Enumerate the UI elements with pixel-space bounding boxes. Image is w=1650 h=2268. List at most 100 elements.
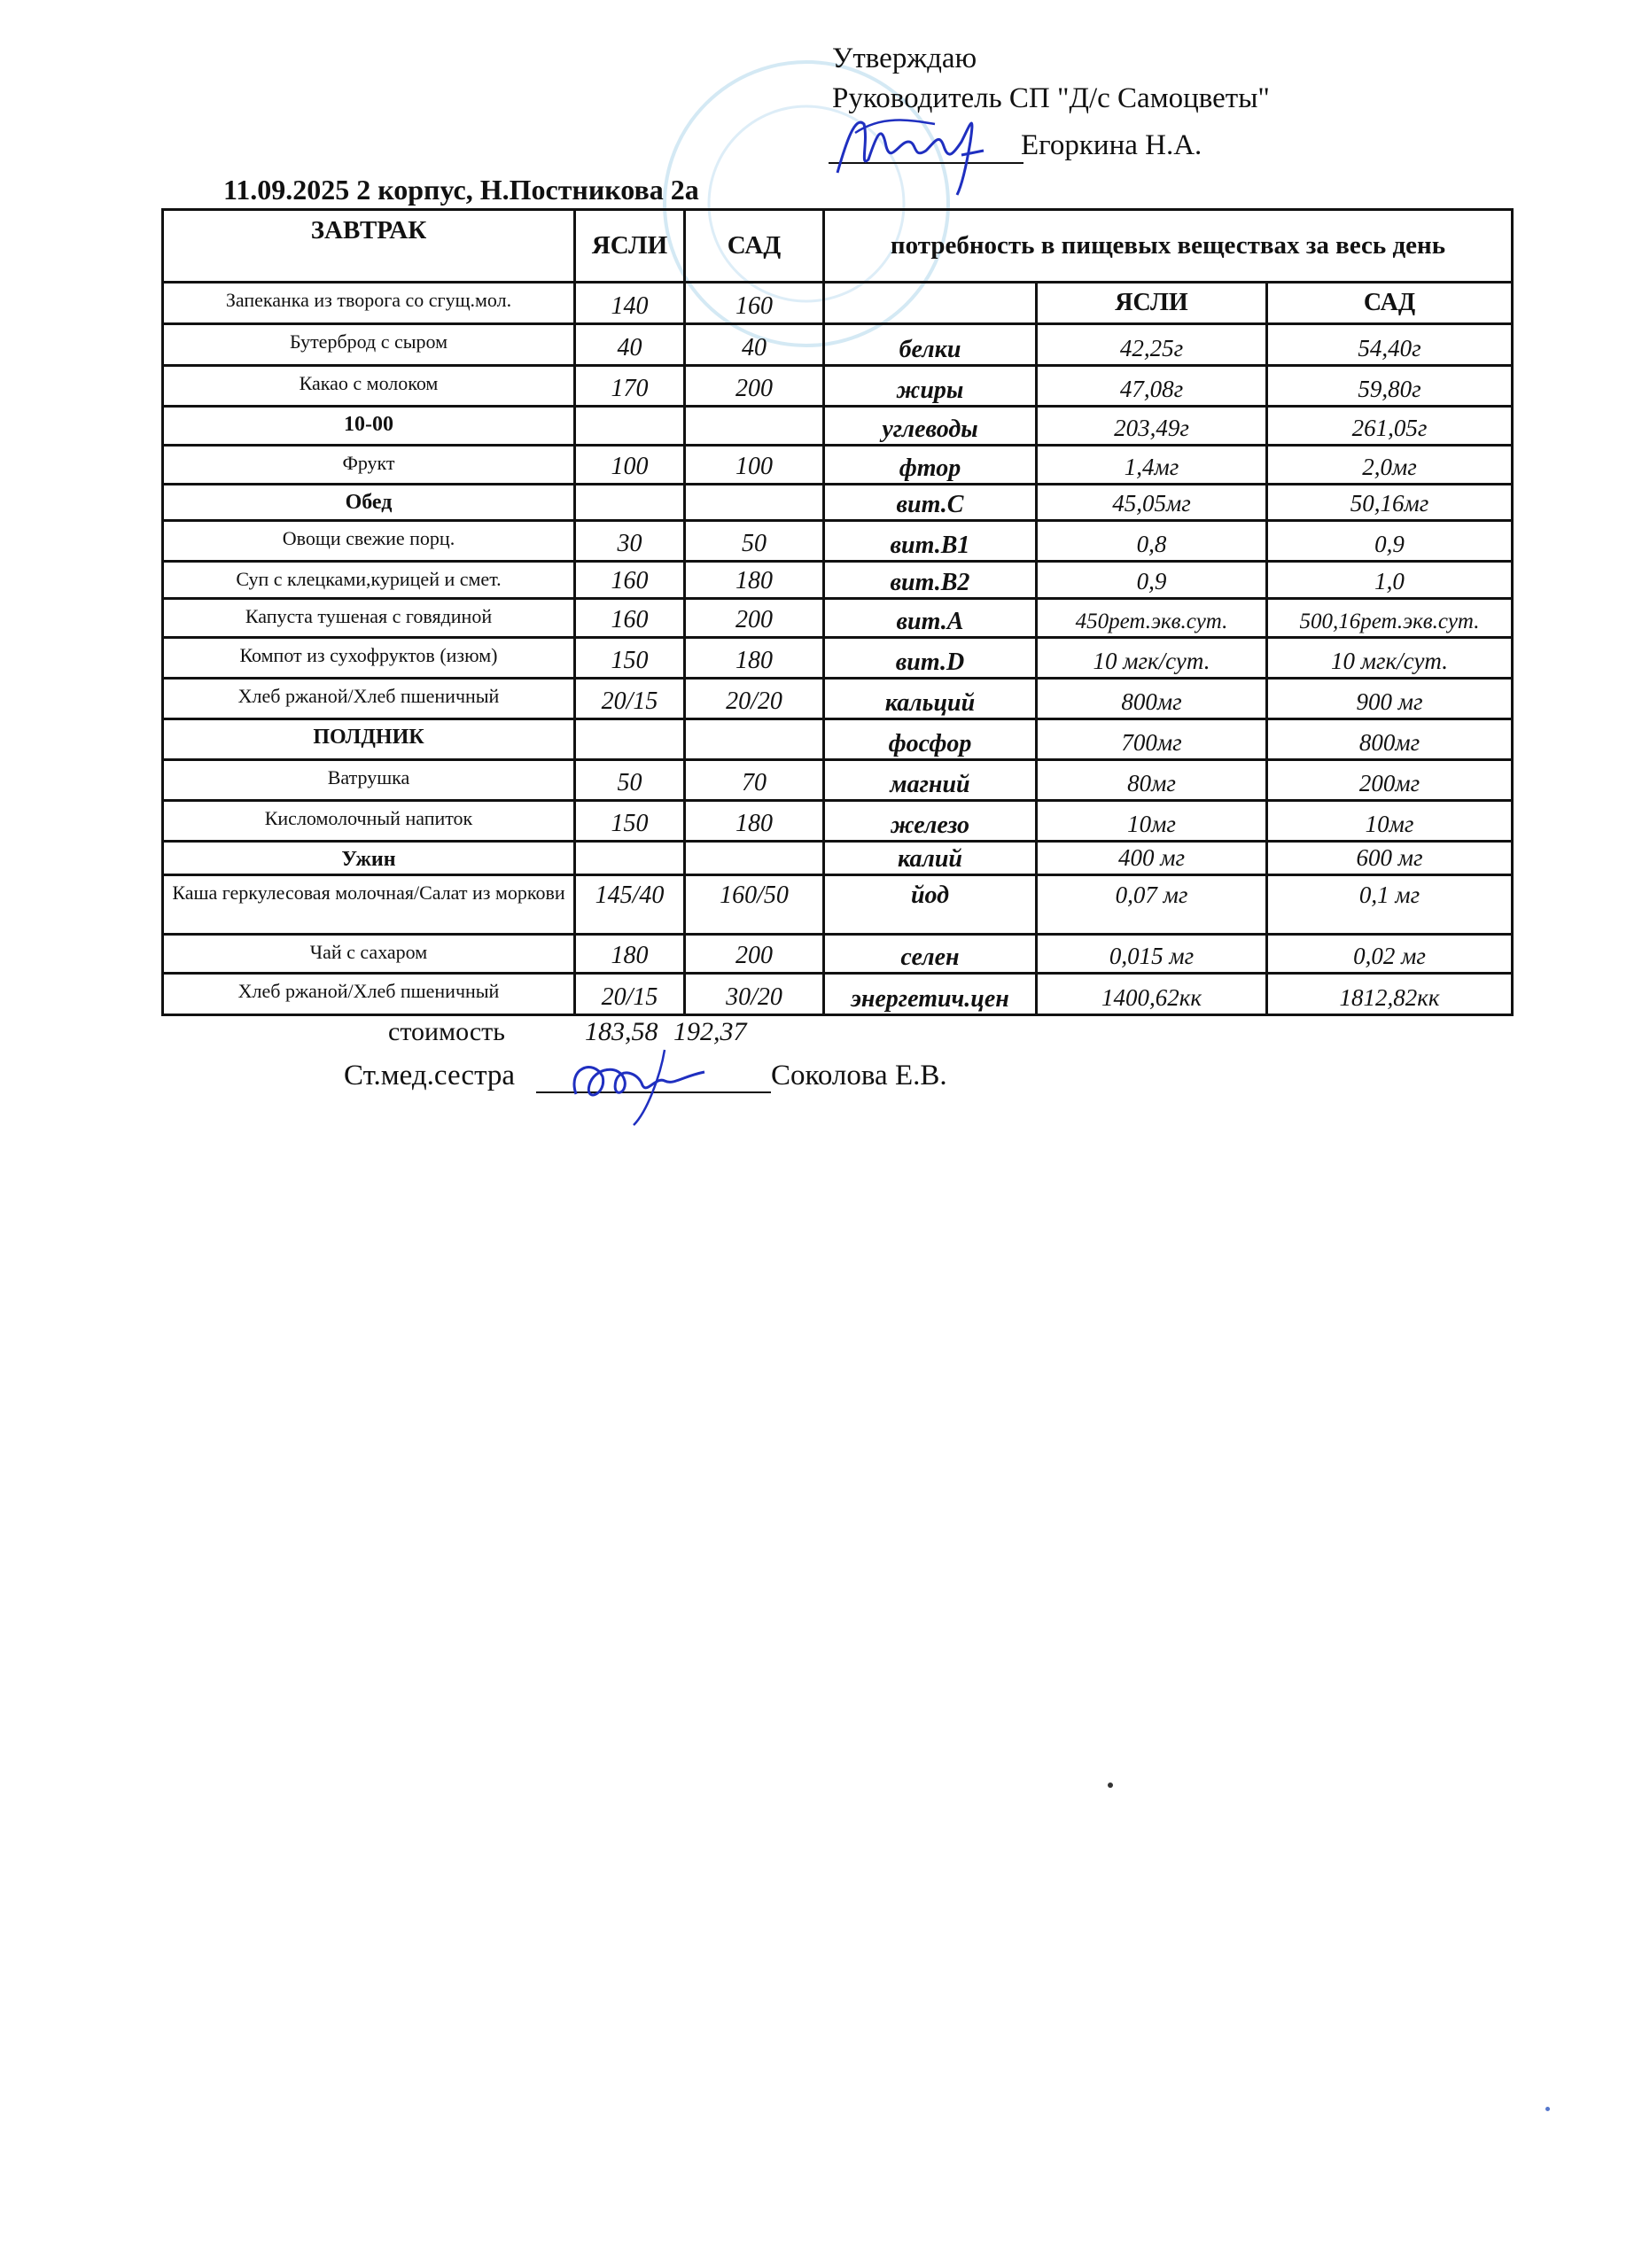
portion-sad: 180 [683, 636, 825, 680]
nutrient-name: белки [822, 322, 1038, 367]
scan-speck [1108, 1783, 1113, 1788]
dish-name: Капуста тушеная с говядиной [161, 597, 576, 639]
nutrient-sad: 900 мг [1265, 677, 1514, 720]
dish-name: Кисломолочный напиток [161, 799, 576, 843]
nurse-name: Соколова Е.В. [771, 1060, 947, 1091]
nutrient-name: калий [822, 840, 1038, 876]
portion-sad: 180 [683, 799, 825, 843]
nutrient-name: углеводы [822, 405, 1038, 447]
portion-yasli: 150 [573, 799, 686, 843]
portion-yasli: 50 [573, 758, 686, 802]
nutrient-yasli: 45,05мг [1035, 483, 1268, 522]
section-row: ПОЛДНИК фосфор 700мг 800мг [161, 718, 1514, 761]
portion-sad: 200 [683, 597, 825, 639]
nutrient-yasli: 450рет.экв.сут. [1035, 597, 1268, 639]
head-name: Егоркина Н.А. [1021, 129, 1202, 161]
dish-name: Каша геркулесовая молочная/Салат из морк… [161, 874, 576, 936]
portion-yasli [573, 405, 686, 447]
dish-name: Запеканка из творога со сгущ.мол. [161, 281, 576, 325]
portion-yasli: 180 [573, 933, 686, 975]
portion-sad: 70 [683, 758, 825, 802]
portion-yasli: 170 [573, 364, 686, 408]
table-row: Ватрушка 50 70 магний 80мг 200мг [161, 758, 1514, 802]
portion-yasli: 40 [573, 322, 686, 367]
dish-name: Бутерброд с сыром [161, 322, 576, 367]
portion-yasli: 20/15 [573, 972, 686, 1016]
section-row: Ужин калий 400 мг 600 мг [161, 840, 1514, 876]
signature-line [829, 162, 1023, 164]
approval-label: Утверждаю [832, 43, 977, 74]
dish-name: Чай с сахаром [161, 933, 576, 975]
nutrient-yasli: 1,4мг [1035, 444, 1268, 485]
nutrient-sad: 0,9 [1265, 519, 1514, 563]
table-row: Хлеб ржаной/Хлеб пшеничный 20/15 20/20 каль… [161, 677, 1514, 720]
portion-sad [683, 483, 825, 522]
dish-name: Компот из сухофруктов (изюм) [161, 636, 576, 680]
section-label: 10-00 [161, 405, 576, 447]
nutrient-yasli: 80мг [1035, 758, 1268, 802]
nutrient-yasli: 400 мг [1035, 840, 1268, 876]
nutrient-sad: 10мг [1265, 799, 1514, 843]
table-row: Суп с клецками,курицей и смет. 160 180 вит.… [161, 560, 1514, 600]
section-row: Обед вит.С 45,05мг 50,16мг [161, 483, 1514, 522]
dish-name: Хлеб ржаной/Хлеб пшеничный [161, 972, 576, 1016]
table-row: Компот из сухофруктов (изюм) 150 180 вит.D 1… [161, 636, 1514, 680]
table-row: Хлеб ржаной/Хлеб пшеничный 20/15 30/20 энер… [161, 972, 1514, 1016]
nutrient-yasli: 42,25г [1035, 322, 1268, 367]
nutrient-name: энергетич.цен [822, 972, 1038, 1016]
nutrient-sad: 10 мгк/сут. [1265, 636, 1514, 680]
nutrient-yasli: 47,08г [1035, 364, 1268, 408]
portion-yasli [573, 483, 686, 522]
nutrients-yasli-header: ЯСЛИ [1035, 281, 1268, 325]
nutrient-name [822, 281, 1038, 325]
scan-speck [1545, 2107, 1550, 2111]
col-meal-header: ЗАВТРАК [161, 208, 576, 284]
table-row: Овощи свежие порц. 30 50 вит.В1 0,8 0,9 [161, 519, 1514, 563]
portion-sad: 200 [683, 933, 825, 975]
nutrient-yasli: 800мг [1035, 677, 1268, 720]
portion-yasli: 160 [573, 597, 686, 639]
col-needs-header: потребность в пищевых веществах за весь … [821, 208, 1514, 284]
nutrient-sad: 54,40г [1265, 322, 1514, 367]
nutrient-yasli: 700мг [1035, 718, 1268, 761]
portion-sad: 50 [683, 519, 825, 563]
portion-sad: 40 [683, 322, 825, 367]
portion-sad: 160 [683, 281, 825, 325]
head-role: Руководитель СП "Д/с Самоцветы" [832, 82, 1270, 114]
portion-sad: 100 [683, 444, 825, 485]
nutrient-name: вит.А [822, 597, 1038, 639]
nutrient-name: кальций [822, 677, 1038, 720]
nutrient-sad: 261,05г [1265, 405, 1514, 447]
table-row: Фрукт 100 100 фтор 1,4мг 2,0мг [161, 444, 1514, 485]
portion-yasli: 20/15 [573, 677, 686, 720]
portion-yasli: 100 [573, 444, 686, 485]
nutrient-sad: 50,16мг [1265, 483, 1514, 522]
nutrient-yasli: 0,07 мг [1035, 874, 1268, 936]
nutrient-name: железо [822, 799, 1038, 843]
portion-yasli [573, 718, 686, 761]
nutrient-name: вит.D [822, 636, 1038, 680]
table-row: Чай с сахаром 180 200 селен 0,015 мг 0,02 мг [161, 933, 1514, 975]
nutrient-name: вит.В2 [822, 560, 1038, 600]
portion-yasli: 145/40 [573, 874, 686, 936]
portion-sad: 160/50 [683, 874, 825, 936]
portion-sad [683, 405, 825, 447]
portion-sad: 30/20 [683, 972, 825, 1016]
cost-sad: 192,37 [673, 1017, 747, 1046]
nutrient-sad: 2,0мг [1265, 444, 1514, 485]
dish-name: Овощи свежие порц. [161, 519, 576, 563]
portion-sad: 180 [683, 560, 825, 600]
table-row: Каша геркулесовая молочная/Салат из морк… [161, 874, 1514, 936]
nurse-signature [572, 1049, 705, 1126]
nutrient-sad: 600 мг [1265, 840, 1514, 876]
dish-name: Ватрушка [161, 758, 576, 802]
dish-name: Какао с молоком [161, 364, 576, 408]
nutrient-sad: 59,80г [1265, 364, 1514, 408]
dish-name: Хлеб ржаной/Хлеб пшеничный [161, 677, 576, 720]
nutrient-yasli: 0,8 [1035, 519, 1268, 563]
table-row: Запеканка из творога со сгущ.мол. 140 160 Я… [161, 281, 1514, 325]
dish-name: Суп с клецками,курицей и смет. [161, 560, 576, 600]
portion-yasli: 30 [573, 519, 686, 563]
nutrient-name: жиры [822, 364, 1038, 408]
table-row: Кисломолочный напиток 150 180 железо 10мг 10м… [161, 799, 1514, 843]
